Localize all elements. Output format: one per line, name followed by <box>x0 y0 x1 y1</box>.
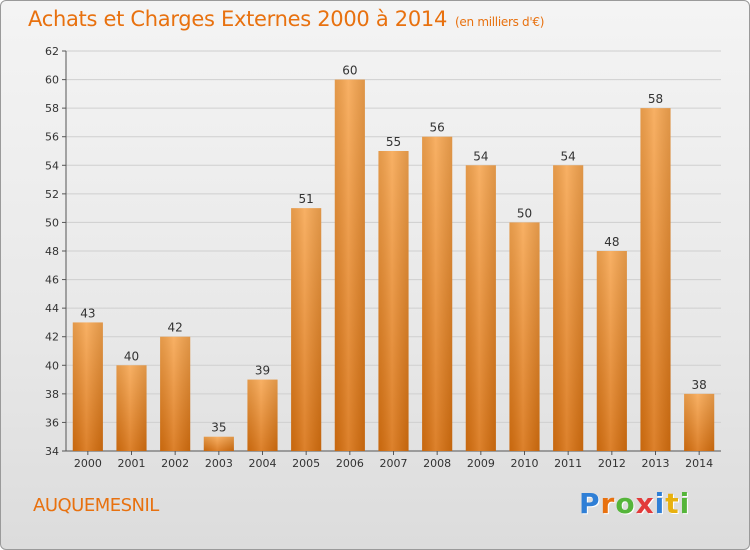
data-label: 48 <box>604 235 619 249</box>
data-label: 54 <box>561 149 576 163</box>
bar-shade <box>378 151 409 451</box>
data-label: 54 <box>473 149 488 163</box>
data-label: 55 <box>386 135 401 149</box>
data-label: 56 <box>430 121 445 135</box>
x-tick-label: 2006 <box>336 457 364 470</box>
bar-shade <box>422 136 453 451</box>
y-tick-label: 58 <box>45 102 59 115</box>
logo-letter: x <box>635 487 655 520</box>
y-tick-label: 54 <box>45 159 59 172</box>
x-tick-label: 2000 <box>74 457 102 470</box>
data-label: 39 <box>255 364 270 378</box>
x-tick-label: 2010 <box>511 457 539 470</box>
x-tick-label: 2002 <box>161 457 189 470</box>
bar-shade <box>72 322 103 451</box>
logo-letter: t <box>665 487 680 520</box>
x-tick-label: 2011 <box>554 457 582 470</box>
bar-shade <box>465 165 496 452</box>
y-tick-label: 62 <box>45 45 59 58</box>
bar-shade <box>203 436 234 451</box>
proxiti-logo: Proxiti <box>579 487 690 520</box>
logo-letter: i <box>654 487 666 520</box>
x-tick-label: 2005 <box>292 457 320 470</box>
x-tick-label: 2008 <box>423 457 451 470</box>
x-tick-label: 2014 <box>685 457 713 470</box>
bar-shade <box>553 165 584 452</box>
logo-letter: r <box>600 487 616 520</box>
data-label: 60 <box>342 64 357 78</box>
bar-shade <box>684 393 715 451</box>
x-tick-label: 2013 <box>642 457 670 470</box>
chart-title: Achats et Charges Externes 2000 à 2014 (e… <box>28 7 544 31</box>
x-tick-label: 2001 <box>118 457 146 470</box>
y-tick-label: 50 <box>45 216 59 229</box>
data-label: 42 <box>168 321 183 335</box>
y-tick-label: 42 <box>45 331 59 344</box>
y-tick-label: 34 <box>45 445 59 458</box>
data-label: 35 <box>211 421 226 435</box>
bar-shade <box>509 222 540 451</box>
y-tick-label: 52 <box>45 188 59 201</box>
logo-letter: o <box>615 487 636 520</box>
y-tick-label: 36 <box>45 416 59 429</box>
data-label: 38 <box>692 378 707 392</box>
chart-subtitle: (en milliers d'€) <box>455 15 545 29</box>
y-tick-label: 38 <box>45 388 59 401</box>
y-tick-label: 60 <box>45 74 59 87</box>
bar-shade <box>334 79 365 452</box>
logo-letter: i <box>679 487 691 520</box>
data-label: 50 <box>517 206 532 220</box>
x-tick-label: 2004 <box>249 457 277 470</box>
x-tick-label: 2009 <box>467 457 495 470</box>
commune-name: AUQUEMESNIL <box>33 495 159 516</box>
bar-shade <box>247 379 278 451</box>
bar-shade <box>596 251 627 451</box>
x-tick-label: 2012 <box>598 457 626 470</box>
data-label: 58 <box>648 92 663 106</box>
bar-shade <box>291 208 322 451</box>
bar-shade <box>640 108 671 452</box>
data-label: 40 <box>124 349 139 363</box>
data-label: 51 <box>299 192 314 206</box>
bar-shade <box>116 365 147 451</box>
y-tick-label: 48 <box>45 245 59 258</box>
x-tick-label: 2003 <box>205 457 233 470</box>
y-tick-label: 46 <box>45 274 59 287</box>
y-tick-label: 40 <box>45 359 59 372</box>
x-tick-label: 2007 <box>380 457 408 470</box>
y-tick-label: 56 <box>45 131 59 144</box>
logo-letter: P <box>579 487 601 520</box>
data-label: 43 <box>80 306 95 320</box>
bar-shade <box>160 336 191 451</box>
chart-title-text: Achats et Charges Externes 2000 à 2014 <box>28 7 448 31</box>
y-tick-label: 44 <box>45 302 59 315</box>
